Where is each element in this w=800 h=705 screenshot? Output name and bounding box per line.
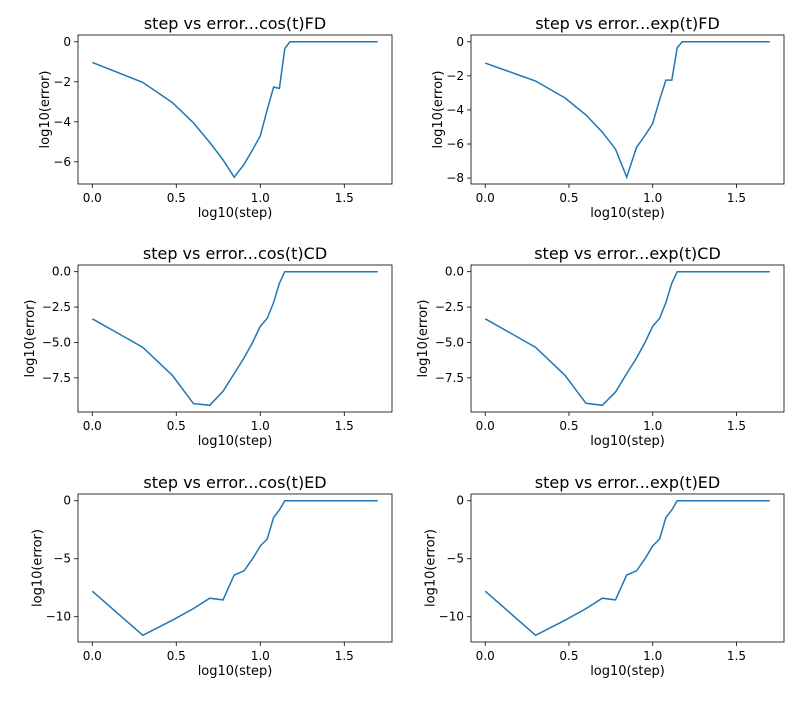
subplot-title: step vs error...exp(t)FD bbox=[535, 14, 720, 33]
x-tick-label: 0.5 bbox=[167, 419, 186, 433]
x-tick-label: 1.0 bbox=[643, 649, 662, 663]
y-tick-label: −10 bbox=[46, 610, 71, 624]
y-tick-label: 0.0 bbox=[52, 265, 71, 279]
y-axis-label: log10(error) bbox=[38, 71, 53, 149]
y-axis-label: log10(error) bbox=[23, 300, 38, 378]
axes-frame bbox=[78, 265, 392, 412]
subplot-title: step vs error...exp(t)CD bbox=[534, 244, 721, 263]
axes-frame bbox=[78, 35, 392, 184]
y-tick-label: −5 bbox=[53, 552, 71, 566]
subplot-6: 0.0 0.5 1.0 1.5 0 −5 −10 step vs error...exp(t)… bbox=[424, 473, 785, 679]
y-axis-label: log10(error) bbox=[424, 529, 439, 607]
subplot-title: step vs error...cos(t)CD bbox=[143, 244, 327, 263]
y-tick-label: −5 bbox=[446, 552, 464, 566]
y-tick-label: −5.0 bbox=[42, 335, 71, 349]
x-tick-label: 0.0 bbox=[83, 649, 102, 663]
series-line bbox=[92, 272, 377, 406]
y-axis-label: log10(error) bbox=[416, 300, 431, 378]
y-tick-label: −2 bbox=[446, 69, 464, 83]
y-axis-label: log10(error) bbox=[431, 71, 446, 149]
y-tick-label: 0.0 bbox=[445, 265, 464, 279]
x-axis-label: log10(step) bbox=[198, 206, 273, 221]
subplot-title: step vs error...exp(t)ED bbox=[535, 473, 720, 492]
x-axis-label: log10(step) bbox=[590, 206, 665, 221]
y-tick-label: −2 bbox=[53, 75, 71, 89]
y-tick-label: −2.5 bbox=[435, 300, 464, 314]
subplot-1: 0.0 0.5 1.0 1.5 0 −2 −4 −6 step vs error...cos(t… bbox=[38, 14, 392, 221]
series-line bbox=[92, 501, 377, 636]
series-line bbox=[485, 501, 770, 636]
x-tick-label: 0.5 bbox=[559, 191, 578, 205]
x-tick-label: 0.0 bbox=[83, 191, 102, 205]
y-tick-label: −5.0 bbox=[435, 335, 464, 349]
x-tick-label: 0.0 bbox=[476, 191, 495, 205]
x-tick-label: 0.5 bbox=[559, 419, 578, 433]
axes-frame bbox=[471, 35, 784, 184]
x-axis-label: log10(step) bbox=[590, 434, 665, 449]
y-tick-label: 0 bbox=[456, 35, 464, 49]
x-tick-label: 0.0 bbox=[476, 419, 495, 433]
x-tick-label: 1.5 bbox=[335, 649, 354, 663]
x-tick-label: 1.0 bbox=[643, 191, 662, 205]
x-tick-label: 0.0 bbox=[476, 649, 495, 663]
y-tick-label: −7.5 bbox=[42, 371, 71, 385]
axes-frame bbox=[471, 265, 784, 412]
subplot-title: step vs error...cos(t)FD bbox=[144, 14, 326, 33]
subplot-4: 0.0 0.5 1.0 1.5 0.0 −2.5 −5.0 −7.5 step vs error… bbox=[416, 244, 784, 449]
x-tick-label: 1.5 bbox=[727, 649, 746, 663]
x-tick-label: 0.0 bbox=[83, 419, 102, 433]
x-tick-label: 1.5 bbox=[727, 191, 746, 205]
x-tick-label: 1.0 bbox=[251, 649, 270, 663]
y-tick-label: 0 bbox=[63, 494, 71, 508]
subplot-2: 0.0 0.5 1.0 1.5 0 −2 −4 −6 −8 step vs error...exp… bbox=[431, 14, 784, 221]
y-tick-label: −2.5 bbox=[42, 300, 71, 314]
y-tick-label: −7.5 bbox=[435, 371, 464, 385]
subplot-5: 0.0 0.5 1.0 1.5 0 −5 −10 step vs error...cos(t)… bbox=[31, 473, 393, 679]
x-axis-label: log10(step) bbox=[198, 434, 273, 449]
x-axis-label: log10(step) bbox=[198, 664, 273, 679]
subplot-title: step vs error...cos(t)ED bbox=[143, 473, 326, 492]
x-tick-label: 1.0 bbox=[643, 419, 662, 433]
y-axis-label: log10(error) bbox=[31, 529, 46, 607]
series-line bbox=[485, 42, 770, 177]
y-tick-label: 0 bbox=[456, 494, 464, 508]
y-tick-label: −10 bbox=[439, 610, 464, 624]
subplot-3: 0.0 0.5 1.0 1.5 0.0 −2.5 −5.0 −7.5 step vs error… bbox=[23, 244, 392, 449]
y-tick-label: −8 bbox=[446, 171, 464, 185]
x-tick-label: 0.5 bbox=[167, 649, 186, 663]
x-tick-label: 1.5 bbox=[335, 419, 354, 433]
x-tick-label: 1.0 bbox=[251, 191, 270, 205]
x-tick-label: 0.5 bbox=[559, 649, 578, 663]
y-tick-label: 0 bbox=[63, 35, 71, 49]
series-line bbox=[485, 272, 770, 406]
y-tick-label: −4 bbox=[446, 103, 464, 117]
y-tick-label: −6 bbox=[446, 137, 464, 151]
x-tick-label: 1.5 bbox=[727, 419, 746, 433]
y-tick-label: −6 bbox=[53, 155, 71, 169]
x-axis-label: log10(step) bbox=[590, 664, 665, 679]
x-tick-label: 1.5 bbox=[335, 191, 354, 205]
series-line bbox=[92, 42, 377, 177]
y-tick-label: −4 bbox=[53, 115, 71, 129]
x-tick-label: 0.5 bbox=[167, 191, 186, 205]
x-tick-label: 1.0 bbox=[251, 419, 270, 433]
